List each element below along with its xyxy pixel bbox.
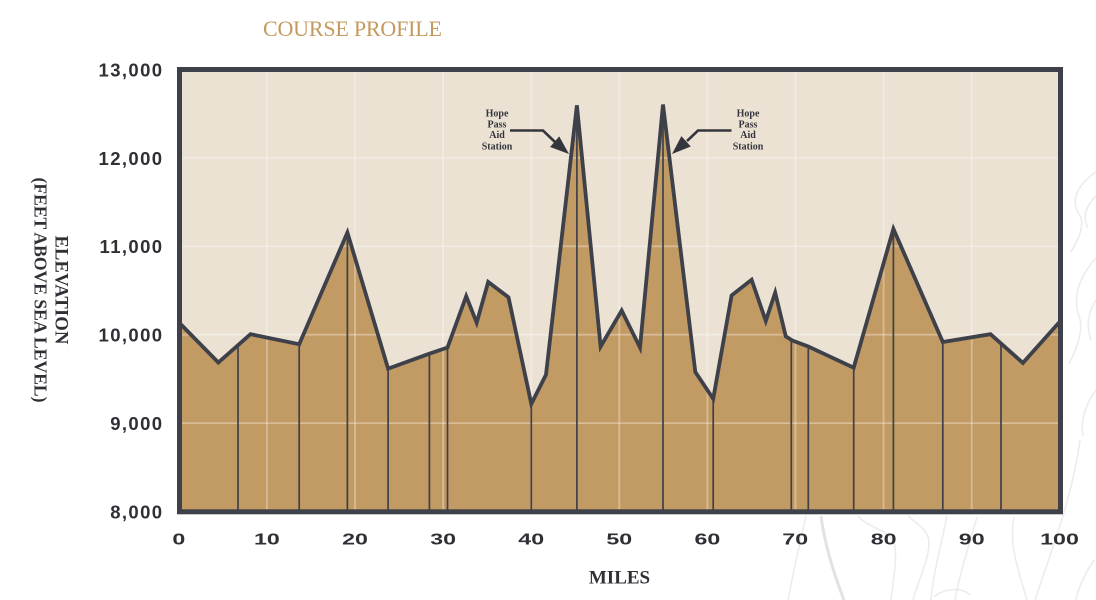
svg-text:80: 80 <box>871 531 897 549</box>
svg-text:50: 50 <box>606 531 632 549</box>
svg-text:COURSE PROFILE: COURSE PROFILE <box>263 16 442 41</box>
svg-text:MILES: MILES <box>589 568 650 589</box>
svg-text:Aid: Aid <box>489 130 505 141</box>
svg-text:Hope: Hope <box>737 109 760 120</box>
svg-text:11,000: 11,000 <box>100 236 164 257</box>
svg-text:9,000: 9,000 <box>110 413 163 434</box>
svg-text:10,000: 10,000 <box>99 325 164 346</box>
svg-text:Station: Station <box>733 142 764 153</box>
svg-text:Pass: Pass <box>739 120 758 131</box>
svg-text:Aid: Aid <box>740 130 756 141</box>
svg-text:60: 60 <box>695 531 721 549</box>
svg-text:70: 70 <box>782 531 808 549</box>
svg-text:13,000: 13,000 <box>99 59 164 80</box>
svg-text:100: 100 <box>1040 531 1079 549</box>
svg-text:30: 30 <box>430 531 456 549</box>
svg-text:12,000: 12,000 <box>99 148 164 169</box>
svg-text:10: 10 <box>254 531 280 549</box>
svg-text:8,000: 8,000 <box>110 501 163 522</box>
svg-text:20: 20 <box>342 531 368 549</box>
svg-text:0: 0 <box>172 531 185 549</box>
svg-text:90: 90 <box>959 531 985 549</box>
svg-text:Pass: Pass <box>488 120 507 131</box>
svg-text:Station: Station <box>482 142 513 153</box>
svg-text:40: 40 <box>518 531 544 549</box>
svg-text:Hope: Hope <box>486 109 509 120</box>
svg-text:(FEET ABOVE SEA LEVEL): (FEET ABOVE SEA LEVEL) <box>31 177 51 402</box>
svg-text:ELEVATION: ELEVATION <box>51 235 71 345</box>
